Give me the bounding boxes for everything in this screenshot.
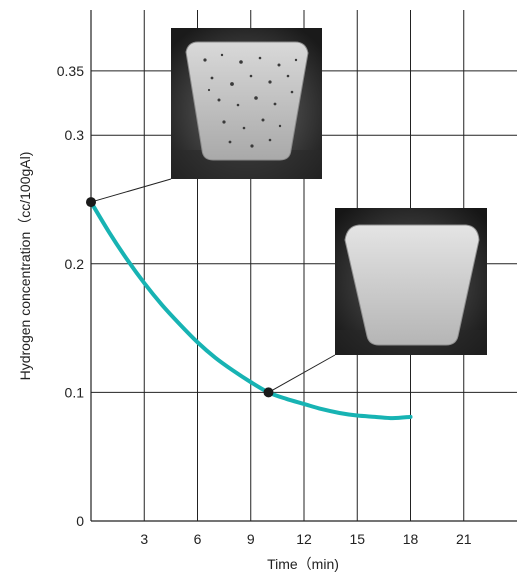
data-markers bbox=[86, 197, 274, 398]
x-tick-label: 21 bbox=[456, 531, 472, 547]
porous-casting-sample-photo bbox=[171, 28, 322, 179]
y-tick-labels: 0 0.1 0.2 0.3 0.35 bbox=[57, 63, 84, 529]
y-tick-label: 0.2 bbox=[65, 256, 85, 272]
x-axis-label: Time（min) bbox=[267, 556, 339, 572]
photo-connector-line bbox=[90, 178, 172, 203]
data-point-marker bbox=[263, 387, 274, 398]
y-axis-label: Hydrogen concentration（cc/100gAl) bbox=[17, 152, 33, 381]
data-point-marker bbox=[86, 197, 96, 208]
x-tick-labels: 3 6 9 12 15 18 21 bbox=[140, 531, 471, 547]
axes bbox=[90, 10, 517, 522]
x-tick-label: 6 bbox=[194, 531, 202, 547]
x-tick-label: 15 bbox=[349, 531, 365, 547]
x-tick-label: 9 bbox=[247, 531, 255, 547]
photo-connector-line bbox=[268, 354, 336, 393]
hydrogen-concentration-curve bbox=[89, 200, 413, 421]
x-tick-label: 18 bbox=[403, 531, 419, 547]
y-tick-label: 0 bbox=[76, 513, 84, 529]
y-tick-label: 0.1 bbox=[65, 384, 85, 400]
x-tick-label: 3 bbox=[140, 531, 148, 547]
photo-connector-lines bbox=[90, 178, 336, 393]
y-tick-label: 0.3 bbox=[65, 127, 85, 143]
x-tick-label: 12 bbox=[296, 531, 312, 547]
y-tick-label: 0.35 bbox=[57, 63, 84, 79]
dense-casting-sample-photo bbox=[335, 208, 487, 355]
